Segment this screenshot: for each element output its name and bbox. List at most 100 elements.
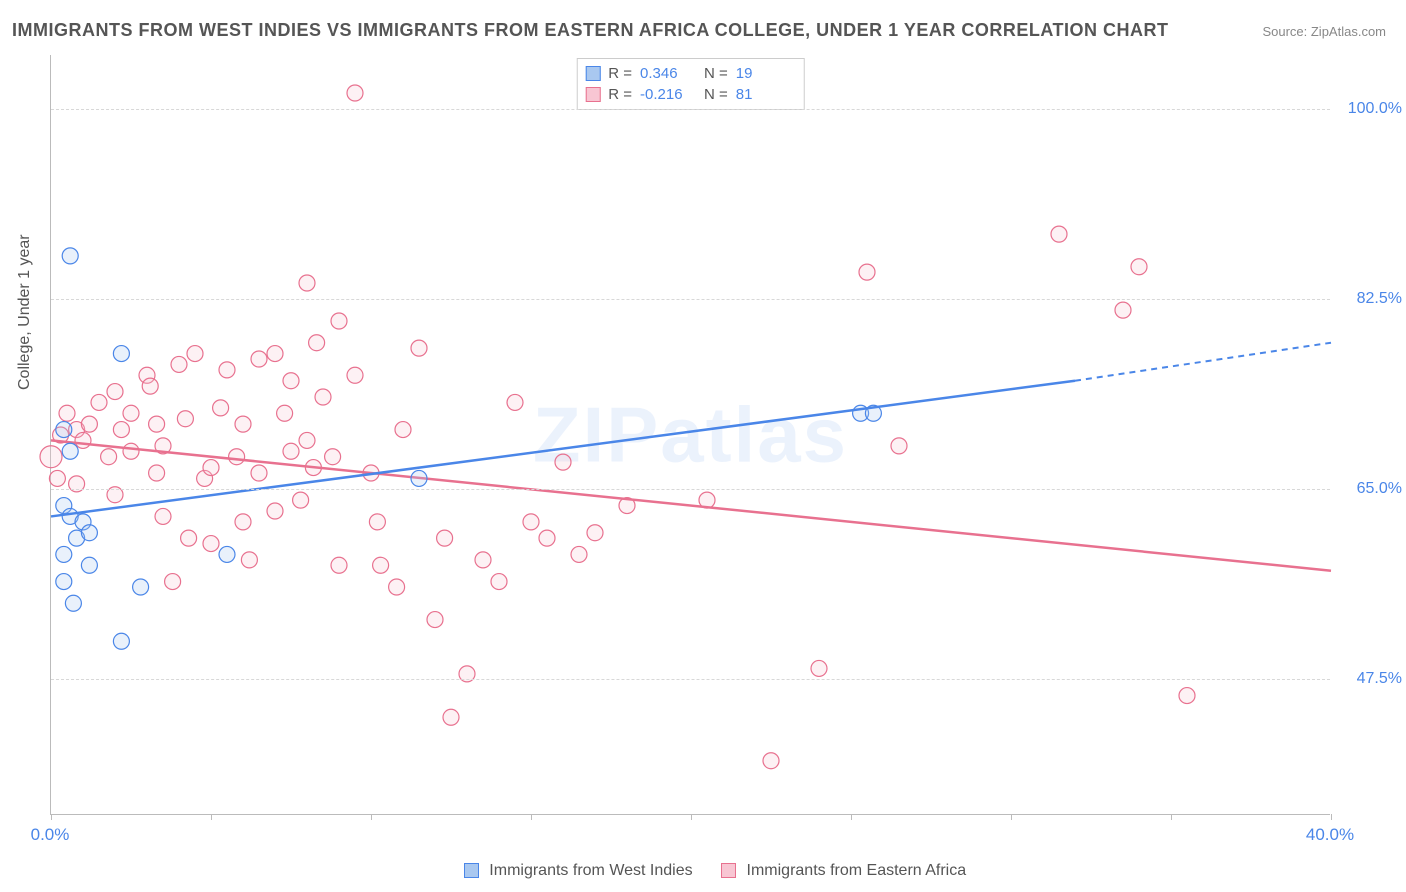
data-point <box>523 514 539 530</box>
data-point <box>859 264 875 280</box>
data-point <box>283 373 299 389</box>
data-point <box>347 367 363 383</box>
data-point <box>133 579 149 595</box>
x-tick <box>851 814 852 820</box>
data-point <box>251 465 267 481</box>
data-point <box>229 449 245 465</box>
legend-label-pink: Immigrants from Eastern Africa <box>747 862 967 879</box>
x-tick-max: 40.0% <box>1306 825 1354 845</box>
data-point <box>443 709 459 725</box>
data-point <box>107 384 123 400</box>
y-axis-label: College, Under 1 year <box>16 234 34 390</box>
data-point <box>1131 259 1147 275</box>
chart-title: IMMIGRANTS FROM WEST INDIES VS IMMIGRANT… <box>12 20 1169 41</box>
data-point <box>113 346 129 362</box>
x-tick <box>531 814 532 820</box>
data-point <box>219 362 235 378</box>
data-point <box>299 275 315 291</box>
data-point <box>475 552 491 568</box>
data-point <box>891 438 907 454</box>
data-point <box>411 470 427 486</box>
data-point <box>149 416 165 432</box>
data-point <box>277 405 293 421</box>
data-point <box>507 394 523 410</box>
data-point <box>81 557 97 573</box>
data-point <box>267 503 283 519</box>
data-point <box>267 346 283 362</box>
legend-swatch-blue <box>464 863 479 878</box>
data-point <box>65 595 81 611</box>
regression-line-extrapolated <box>1075 343 1331 381</box>
y-tick-label: 82.5% <box>1338 290 1402 308</box>
data-point <box>331 557 347 573</box>
plot-area: ZIPatlas R = 0.346 N = 19 R = -0.216 N =… <box>50 55 1330 815</box>
data-point <box>293 492 309 508</box>
regression-line <box>51 381 1075 517</box>
data-point <box>123 443 139 459</box>
y-tick-label: 65.0% <box>1338 480 1402 498</box>
data-point <box>763 753 779 769</box>
data-point <box>155 508 171 524</box>
data-point <box>325 449 341 465</box>
gridline-h <box>51 489 1330 490</box>
data-point <box>56 574 72 590</box>
data-point <box>177 411 193 427</box>
data-point <box>181 530 197 546</box>
data-point <box>251 351 267 367</box>
data-point <box>555 454 571 470</box>
data-point <box>369 514 385 530</box>
data-point <box>113 422 129 438</box>
data-point <box>203 536 219 552</box>
data-point <box>187 346 203 362</box>
data-point <box>587 525 603 541</box>
data-point <box>283 443 299 459</box>
data-point <box>299 432 315 448</box>
data-point <box>75 432 91 448</box>
data-point <box>49 470 65 486</box>
data-point <box>40 446 62 468</box>
legend-label-blue: Immigrants from West Indies <box>489 862 692 879</box>
data-point <box>1051 226 1067 242</box>
bottom-legend: Immigrants from West Indies Immigrants f… <box>0 862 1406 880</box>
data-point <box>315 389 331 405</box>
data-point <box>91 394 107 410</box>
legend-swatch-pink <box>721 863 736 878</box>
data-point <box>491 574 507 590</box>
data-point <box>373 557 389 573</box>
data-point <box>437 530 453 546</box>
y-tick-label: 100.0% <box>1338 100 1402 118</box>
gridline-h <box>51 299 1330 300</box>
data-point <box>56 422 72 438</box>
data-point <box>113 633 129 649</box>
x-tick <box>691 814 692 820</box>
x-tick <box>1331 814 1332 820</box>
data-point <box>395 422 411 438</box>
data-point <box>203 460 219 476</box>
x-tick <box>371 814 372 820</box>
data-point <box>811 660 827 676</box>
regression-line <box>51 440 1331 570</box>
data-point <box>539 530 555 546</box>
x-tick <box>1171 814 1172 820</box>
data-point <box>411 340 427 356</box>
data-point <box>149 465 165 481</box>
x-tick <box>1011 814 1012 820</box>
x-tick <box>211 814 212 820</box>
data-point <box>309 335 325 351</box>
data-point <box>81 416 97 432</box>
data-point <box>171 356 187 372</box>
data-point <box>235 514 251 530</box>
data-point <box>213 400 229 416</box>
data-point <box>56 546 72 562</box>
data-point <box>571 546 587 562</box>
data-point <box>59 405 75 421</box>
data-point <box>123 405 139 421</box>
data-point <box>219 546 235 562</box>
data-point <box>347 85 363 101</box>
data-point <box>235 416 251 432</box>
source-attribution: Source: ZipAtlas.com <box>1262 24 1386 39</box>
data-point <box>331 313 347 329</box>
scatter-svg <box>51 55 1331 815</box>
data-point <box>62 443 78 459</box>
data-point <box>389 579 405 595</box>
